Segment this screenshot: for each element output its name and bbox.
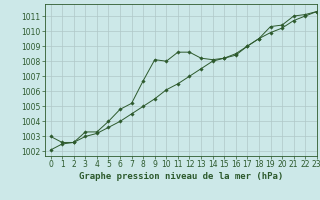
X-axis label: Graphe pression niveau de la mer (hPa): Graphe pression niveau de la mer (hPa) xyxy=(79,172,283,181)
